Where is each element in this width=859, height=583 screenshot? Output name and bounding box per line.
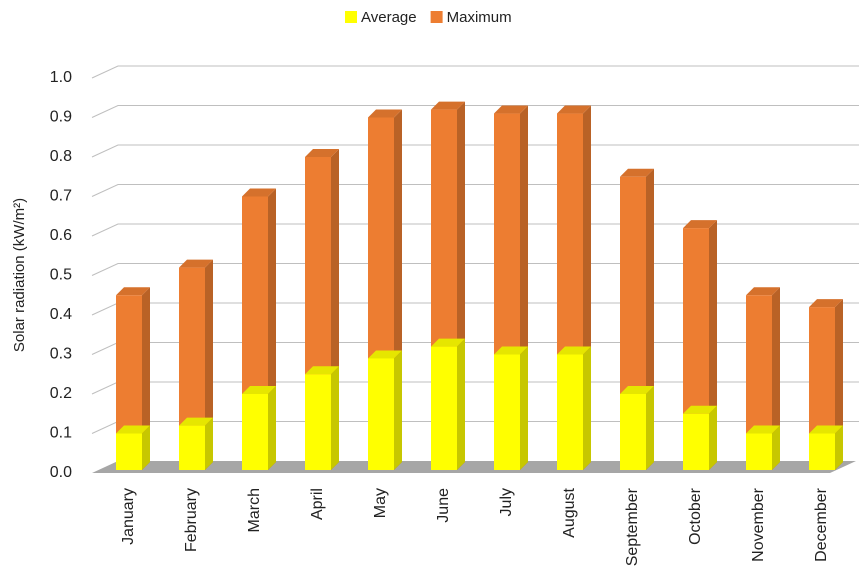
y-tick-label: 0.2: [50, 385, 72, 402]
bar-side: [772, 425, 780, 470]
bar-top: [494, 346, 528, 355]
bar: [557, 354, 583, 470]
legend-swatch: [345, 11, 357, 23]
x-tick-label: January: [120, 488, 137, 545]
x-tick-label: September: [624, 487, 641, 566]
bar-top: [557, 105, 591, 114]
x-tick-label: October: [687, 487, 704, 545]
bar-side: [205, 259, 213, 470]
legend-swatch: [430, 11, 443, 23]
x-tick-label: April: [309, 488, 326, 520]
bar-top: [242, 386, 276, 394]
x-tick-label: November: [750, 487, 767, 561]
y-tick-label: 0.6: [50, 227, 72, 244]
grid-line: [91, 65, 859, 79]
grid-line: [91, 263, 859, 276]
floor: [92, 461, 856, 473]
bar-side: [457, 338, 465, 470]
bar-top: [179, 417, 213, 426]
bar-group: [683, 405, 717, 470]
bar-side: [835, 425, 843, 470]
bar-top: [431, 338, 465, 347]
y-tick-label: 0.1: [50, 425, 72, 442]
bar-top: [116, 287, 150, 296]
x-tick-label: December: [813, 487, 830, 561]
bar-side: [709, 405, 717, 470]
bar-top: [179, 259, 213, 268]
bar-side: [142, 287, 150, 470]
bar: [305, 374, 331, 470]
x-tick-label: July: [498, 488, 515, 516]
y-tick-label: 0.4: [50, 306, 72, 323]
grid-line: [91, 184, 859, 197]
bar-side: [772, 287, 780, 470]
bar: [368, 358, 394, 470]
bar-side: [583, 346, 591, 470]
bar-top: [809, 299, 843, 308]
bar-top: [683, 220, 717, 229]
bar-top: [746, 287, 780, 296]
bar-group: [557, 346, 591, 470]
y-tick-label: 0.5: [50, 267, 72, 284]
bar-group: [179, 417, 213, 470]
grid-line: [91, 144, 859, 158]
bar-side: [331, 366, 339, 470]
bar-top: [494, 105, 528, 114]
bar: [242, 394, 268, 470]
bar: [683, 413, 709, 470]
bar-group: [305, 366, 339, 470]
bar-side: [268, 386, 276, 470]
legend-label: Maximum: [447, 9, 512, 26]
bar-top: [305, 149, 339, 157]
bar-group: [746, 425, 780, 470]
x-tick-label: August: [561, 487, 578, 537]
bar-group: [431, 338, 465, 470]
y-tick-label: 1.0: [50, 69, 72, 86]
bar-top: [683, 405, 717, 414]
bar-group: [368, 350, 402, 470]
grid-line: [91, 223, 859, 237]
bar-group: [242, 386, 276, 470]
bar-group: [494, 346, 528, 470]
bar-top: [305, 366, 339, 375]
x-tick-label: March: [246, 488, 263, 532]
legend-label: Average: [361, 9, 417, 26]
bar: [494, 354, 520, 470]
bar: [746, 433, 772, 470]
bar-top: [116, 425, 150, 434]
x-tick-label: February: [183, 488, 200, 552]
bar-group: [620, 386, 654, 470]
bar-side: [205, 417, 213, 470]
bar-group: [809, 425, 843, 470]
bar-top: [242, 188, 276, 197]
x-tick-label: May: [372, 488, 389, 518]
y-axis-label: Solar radiation (kW/m²): [11, 198, 28, 352]
bar-top: [368, 350, 402, 359]
bar-top: [557, 346, 591, 355]
x-tick-label: June: [435, 488, 452, 523]
bar-group: [116, 425, 150, 470]
bar: [620, 394, 646, 470]
bar: [116, 433, 142, 470]
y-tick-label: 0.7: [50, 188, 72, 205]
grid-line: [91, 105, 859, 118]
y-tick-label: 0.3: [50, 346, 72, 363]
bar-top: [746, 425, 780, 434]
y-tick-label: 0.0: [50, 464, 72, 481]
bar-top: [431, 101, 465, 110]
bar-top: [620, 386, 654, 394]
y-tick-label: 0.9: [50, 109, 72, 126]
bar-side: [520, 346, 528, 470]
bar-top: [809, 425, 843, 434]
bar: [179, 425, 205, 470]
bar-side: [394, 350, 402, 470]
bar: [431, 346, 457, 470]
bar-top: [368, 109, 402, 118]
bar-side: [646, 386, 654, 470]
bar-top: [620, 168, 654, 177]
bar: [809, 433, 835, 470]
y-tick-label: 0.8: [50, 148, 72, 165]
bar-side: [142, 425, 150, 470]
